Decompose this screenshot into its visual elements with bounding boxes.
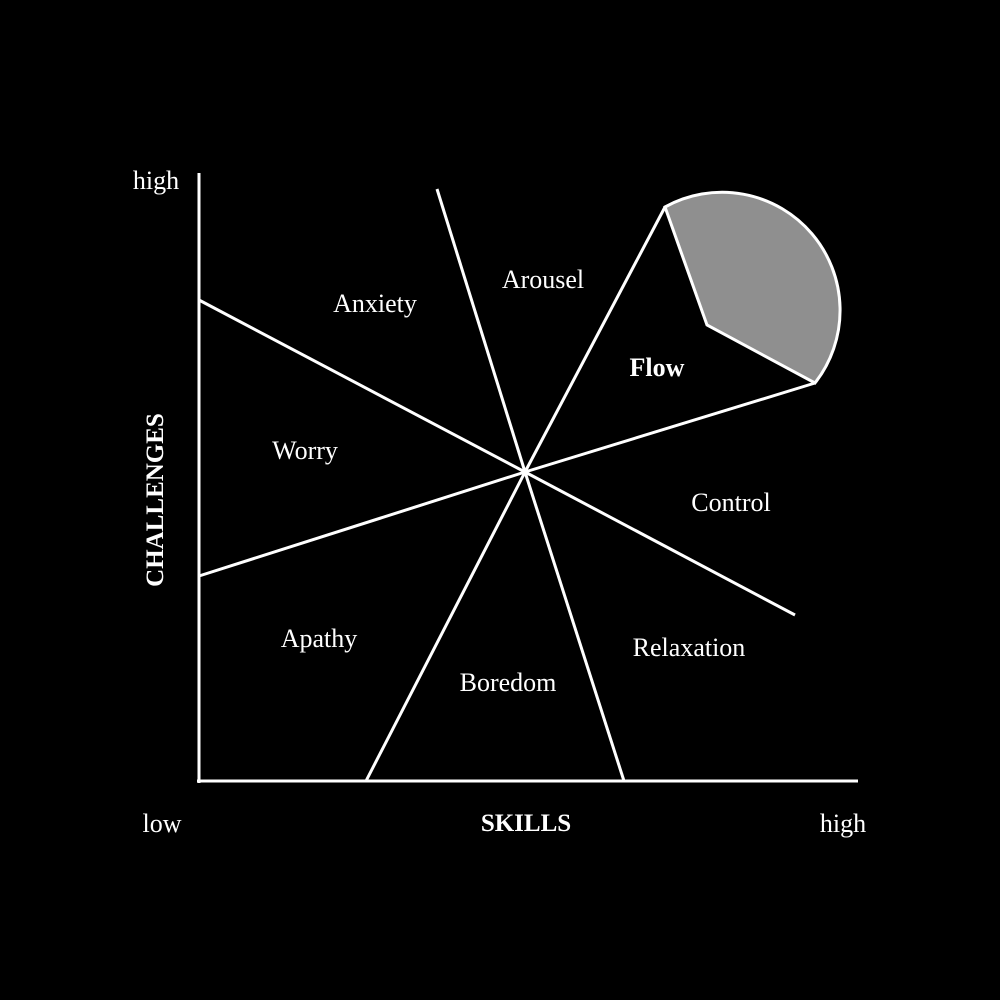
divider-apathy-worry — [198, 470, 526, 578]
divider-relaxation-boredom — [523, 471, 626, 782]
region-label-anxiety: Anxiety — [333, 289, 417, 318]
region-label-arousal: Arousel — [502, 265, 584, 294]
region-label-control: Control — [691, 488, 770, 517]
region-label-flow: Flow — [630, 353, 685, 382]
x-axis-title: SKILLS — [481, 810, 571, 837]
y-axis-high-label: high — [133, 166, 179, 195]
divider-boredom-apathy — [364, 471, 527, 782]
y-axis-title: CHALLENGES — [142, 413, 169, 587]
flow-highlight-sector — [663, 190, 842, 385]
region-label-boredom: Boredom — [460, 668, 557, 697]
x-axis-low-label: low — [143, 809, 182, 838]
region-label-relaxation: Relaxation — [633, 633, 746, 662]
divider-anxiety-worry — [198, 298, 526, 474]
x-axis-high-label: high — [820, 809, 866, 838]
divider-control-relaxation — [524, 470, 796, 617]
region-label-apathy: Apathy — [281, 624, 358, 653]
divider-flow-control — [524, 381, 816, 474]
region-label-worry: Worry — [272, 436, 338, 465]
divider-anxiety-arousal — [435, 188, 527, 473]
divider-arousal-flow — [523, 206, 667, 473]
